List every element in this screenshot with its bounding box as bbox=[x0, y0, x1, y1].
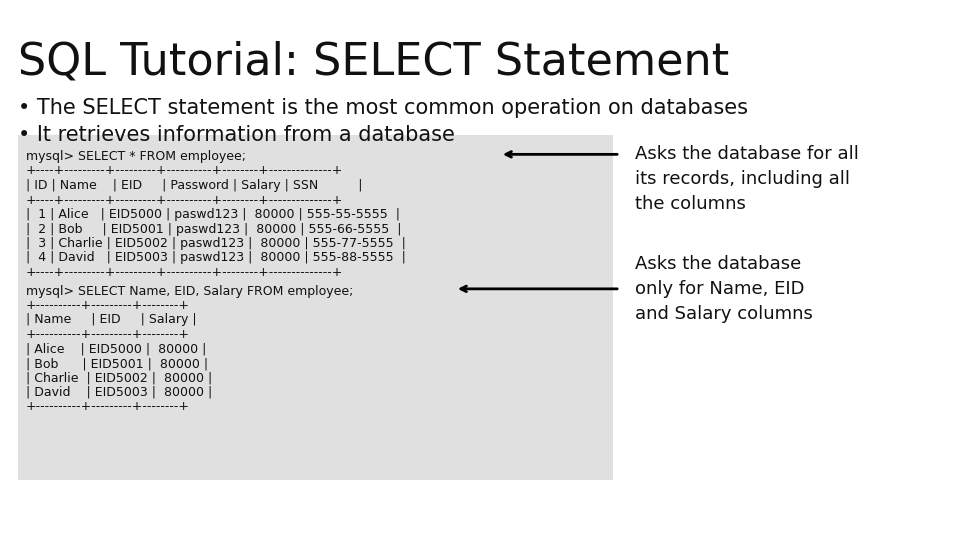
Text: | David    | EID5003 |  80000 |: | David | EID5003 | 80000 | bbox=[26, 386, 212, 399]
Text: | ID | Name    | EID     | Password | Salary | SSN          |: | ID | Name | EID | Password | Salary | … bbox=[26, 179, 363, 192]
Text: +----+---------+---------+----------+--------+--------------+: +----+---------+---------+----------+---… bbox=[26, 266, 344, 279]
Text: |  4 | David   | EID5003 | paswd123 |  80000 | 555-88-5555  |: | 4 | David | EID5003 | paswd123 | 80000… bbox=[26, 252, 406, 265]
Text: +----------+---------+--------+: +----------+---------+--------+ bbox=[26, 328, 190, 341]
Text: mysql> SELECT * FROM employee;: mysql> SELECT * FROM employee; bbox=[26, 150, 246, 163]
Text: |  1 | Alice   | EID5000 | paswd123 |  80000 | 555-55-5555  |: | 1 | Alice | EID5000 | paswd123 | 80000… bbox=[26, 208, 400, 221]
Text: | Name     | EID     | Salary |: | Name | EID | Salary | bbox=[26, 314, 197, 327]
Text: Asks the database
only for Name, EID
and Salary columns: Asks the database only for Name, EID and… bbox=[635, 255, 813, 323]
Text: mysql> SELECT Name, EID, Salary FROM employee;: mysql> SELECT Name, EID, Salary FROM emp… bbox=[26, 285, 353, 298]
Text: | Charlie  | EID5002 |  80000 |: | Charlie | EID5002 | 80000 | bbox=[26, 372, 212, 384]
Text: |  2 | Bob     | EID5001 | paswd123 |  80000 | 555-66-5555  |: | 2 | Bob | EID5001 | paswd123 | 80000 |… bbox=[26, 222, 401, 235]
Text: +----------+---------+--------+: +----------+---------+--------+ bbox=[26, 299, 190, 312]
Text: Asks the database for all
its records, including all
the columns: Asks the database for all its records, i… bbox=[635, 145, 859, 213]
Text: +----+---------+---------+----------+--------+--------------+: +----+---------+---------+----------+---… bbox=[26, 165, 344, 178]
Text: +----------+---------+--------+: +----------+---------+--------+ bbox=[26, 401, 190, 414]
Text: |  3 | Charlie | EID5002 | paswd123 |  80000 | 555-77-5555  |: | 3 | Charlie | EID5002 | paswd123 | 800… bbox=[26, 237, 406, 250]
Text: | Alice    | EID5000 |  80000 |: | Alice | EID5000 | 80000 | bbox=[26, 342, 206, 355]
Text: • It retrieves information from a database: • It retrieves information from a databa… bbox=[18, 125, 455, 145]
Text: SQL Tutorial: SELECT Statement: SQL Tutorial: SELECT Statement bbox=[18, 40, 730, 83]
Text: • The SELECT statement is the most common operation on databases: • The SELECT statement is the most commo… bbox=[18, 98, 748, 118]
Text: +----+---------+---------+----------+--------+--------------+: +----+---------+---------+----------+---… bbox=[26, 193, 344, 206]
Text: | Bob      | EID5001 |  80000 |: | Bob | EID5001 | 80000 | bbox=[26, 357, 208, 370]
FancyBboxPatch shape bbox=[18, 135, 613, 480]
